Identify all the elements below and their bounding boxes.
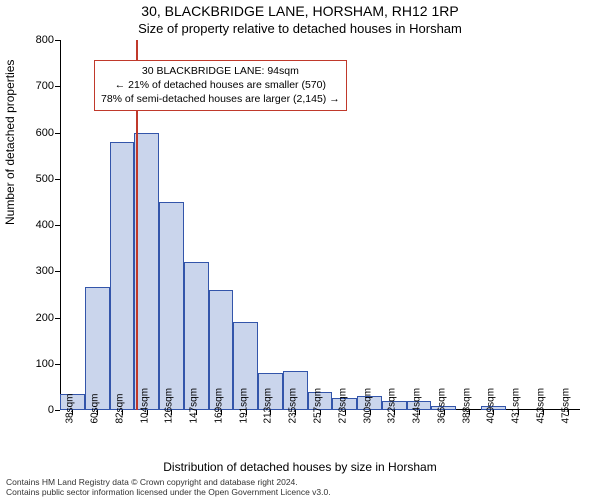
y-axis-line: [60, 40, 61, 410]
ytick-label: 300: [14, 265, 54, 277]
footer-line-2: Contains public sector information licen…: [6, 488, 594, 497]
histogram-bar: [159, 202, 184, 410]
ytick-label: 100: [14, 358, 54, 370]
ytick-label: 500: [14, 173, 54, 185]
ytick-mark: [55, 86, 60, 87]
ytick-mark: [55, 179, 60, 180]
ytick-label: 0: [14, 404, 54, 416]
ytick-mark: [55, 225, 60, 226]
ytick-mark: [55, 410, 60, 411]
chart-subtitle: Size of property relative to detached ho…: [0, 21, 600, 36]
ytick-mark: [55, 318, 60, 319]
chart-title: 30, BLACKBRIDGE LANE, HORSHAM, RH12 1RP: [0, 3, 600, 19]
ytick-label: 400: [14, 219, 54, 231]
ytick-label: 600: [14, 127, 54, 139]
ytick-label: 200: [14, 312, 54, 324]
plot-area: 38sqm60sqm82sqm104sqm126sqm147sqm169sqm1…: [60, 40, 580, 410]
ytick-mark: [55, 40, 60, 41]
ytick-mark: [55, 271, 60, 272]
attribution-footer: Contains HM Land Registry data © Crown c…: [6, 478, 594, 497]
histogram-bar: [134, 133, 159, 411]
histogram-bar: [110, 142, 135, 410]
ytick-label: 700: [14, 80, 54, 92]
histogram-bar: [85, 287, 110, 410]
ytick-label: 800: [14, 34, 54, 46]
annotation-line: 78% of semi-detached houses are larger (…: [101, 92, 340, 106]
chart-container: 30, BLACKBRIDGE LANE, HORSHAM, RH12 1RP …: [0, 0, 600, 500]
annotation-line: ← 21% of detached houses are smaller (57…: [101, 78, 340, 92]
ytick-mark: [55, 364, 60, 365]
annotation-line: 30 BLACKBRIDGE LANE: 94sqm: [101, 64, 340, 78]
annotation-box: 30 BLACKBRIDGE LANE: 94sqm← 21% of detac…: [94, 60, 347, 111]
ytick-mark: [55, 133, 60, 134]
x-axis-label: Distribution of detached houses by size …: [0, 460, 600, 474]
